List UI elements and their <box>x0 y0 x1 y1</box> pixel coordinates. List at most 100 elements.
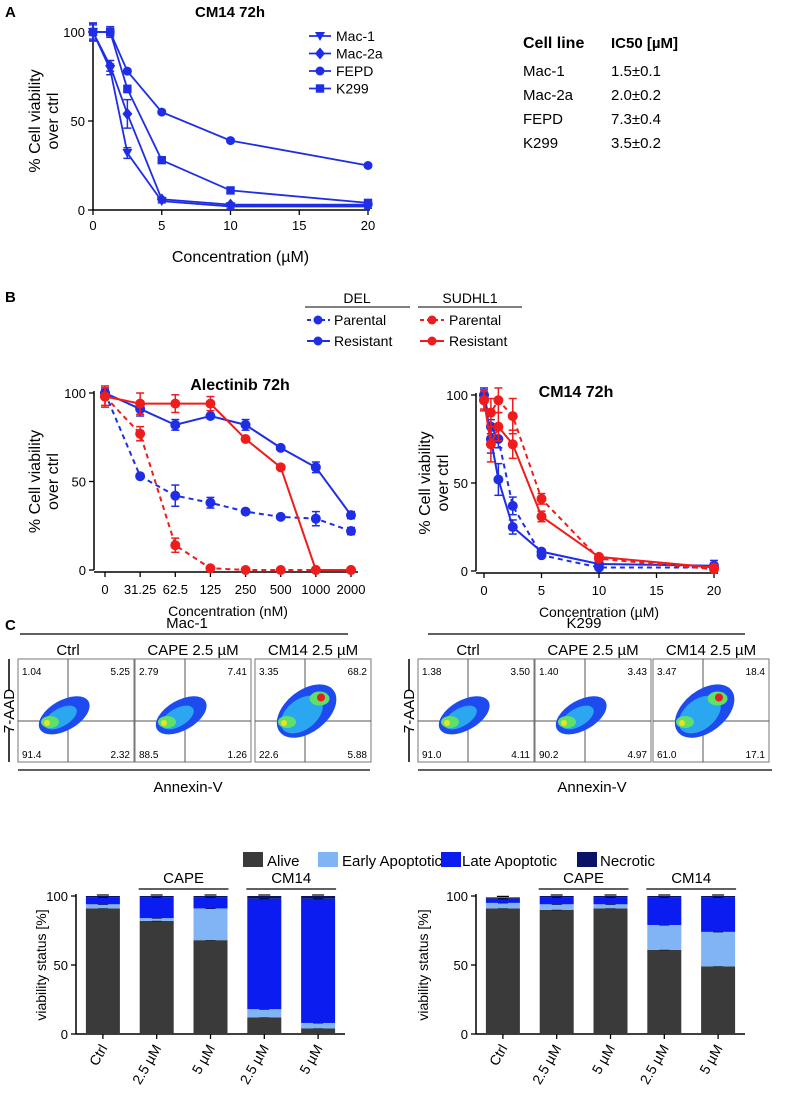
series-line-mac-2a <box>92 31 368 206</box>
flow-condition-label: CM14 2.5 µM <box>268 642 358 659</box>
ic50-row-line: K299 <box>523 135 558 152</box>
ic50-row-value: 1.5±0.1 <box>611 63 661 80</box>
legend-label-late: Late Apoptotic <box>462 853 558 870</box>
data-point-k299 <box>226 186 235 195</box>
quadrant-upper-right: 5.25 <box>111 667 131 678</box>
data-point-del-resistant <box>346 510 356 521</box>
x-tick-label: 20 <box>361 218 375 233</box>
quadrant-lower-left: 91.0 <box>422 750 442 761</box>
quadrant-upper-left: 1.40 <box>539 667 559 678</box>
data-point-del-resistant <box>493 474 504 485</box>
series-line-del-resistant <box>483 394 715 567</box>
x-tick-label: 15 <box>292 218 306 233</box>
flow-cell-line-title: Mac-1 <box>166 615 208 632</box>
bar-segment-early-apoptotic <box>701 931 736 967</box>
flow-density-core <box>44 720 50 726</box>
bar-segment-alive <box>701 966 736 1034</box>
flow-density-core <box>317 693 325 702</box>
data-point-k299 <box>157 155 166 165</box>
x-tick-label: Ctrl <box>486 1042 511 1069</box>
legend-group-del: DEL <box>343 290 370 306</box>
x-tick-label: 62.5 <box>163 582 188 597</box>
ic50-row-value: 2.0±0.2 <box>611 87 661 104</box>
quadrant-lower-left: 22.6 <box>259 750 279 761</box>
y-axis-label: % Cell viabilityover ctrl <box>27 430 62 533</box>
legend-swatch-late <box>441 852 461 867</box>
bar-segment-alive <box>247 1017 282 1034</box>
y-tick-label: 100 <box>64 386 86 401</box>
data-point-sudhl1-resistant <box>346 565 356 575</box>
data-point-del-parental <box>205 497 216 508</box>
data-point-sudhl1-resistant <box>709 562 719 573</box>
y-axis-label: % Cell viabilityover ctrl <box>27 69 62 172</box>
series-line-mac-1 <box>92 31 368 208</box>
legend-del-resistant-marker <box>313 336 323 346</box>
data-point-mac-2a <box>225 198 236 211</box>
data-point-mac-2a <box>156 193 167 206</box>
legend-label-alive: Alive <box>267 853 300 870</box>
chart-title: Alectinib 72h <box>190 377 290 394</box>
chart-b-cm14-72h: 0 50 100 0 5 10 15 20 Concentration (µM) CM14 72h… <box>417 384 721 620</box>
flow-cytometry-plots: Mac-1 Ctrl 1.04 5.25 91.4 2.32 CAPE 2.5 µM 2.79… <box>1 615 772 796</box>
quadrant-lower-left: 88.5 <box>139 750 159 761</box>
series-line-sudhl1-resistant <box>104 395 351 571</box>
bar-segment-necrotic <box>701 896 736 898</box>
bar-segment-necrotic <box>247 896 282 899</box>
bar-segment-necrotic <box>593 896 628 898</box>
data-point-sudhl1-parental <box>485 407 496 418</box>
data-point-del-parental <box>275 511 286 522</box>
flow-density-core <box>281 720 287 726</box>
legend-swatch-alive <box>243 852 263 867</box>
quadrant-upper-left: 3.35 <box>259 667 279 678</box>
bar-segment-necrotic <box>85 896 120 898</box>
y-tick-label: 100 <box>446 388 468 403</box>
data-point-mac-2a <box>122 107 133 120</box>
y-tick-label: 50 <box>454 958 468 973</box>
legend-label: FEPD <box>336 63 373 79</box>
bar-segment-alive <box>193 940 228 1034</box>
x-tick-label: 2.5 µM <box>636 1042 671 1087</box>
y-tick-label: 50 <box>72 475 86 490</box>
data-point-del-resistant <box>240 419 251 430</box>
y-axis-label: viability status [%] <box>415 909 431 1020</box>
legend-swatch-early <box>318 852 338 867</box>
x-tick-label: 10 <box>592 583 606 598</box>
legend-del-parental-label: Parental <box>334 312 386 328</box>
data-point-del-parental <box>240 506 251 517</box>
quadrant-upper-left: 1.04 <box>22 667 42 678</box>
data-point-sudhl1-resistant <box>135 398 146 409</box>
data-point-del-resistant <box>205 411 216 422</box>
treatment-group-label: CM14 <box>271 870 311 887</box>
x-tick-label: 10 <box>223 218 237 233</box>
x-tick-label: 5 µM <box>296 1042 326 1077</box>
quadrant-lower-left: 61.0 <box>657 750 677 761</box>
quadrant-lower-right: 4.97 <box>628 750 648 761</box>
ic50-row-value: 3.5±0.2 <box>611 135 661 152</box>
flow-condition-label: CAPE 2.5 µM <box>147 642 238 659</box>
x-tick-label: 125 <box>200 582 222 597</box>
series-line-sudhl1-parental <box>483 398 715 571</box>
quadrant-lower-right: 1.26 <box>228 750 248 761</box>
data-point-sudhl1-resistant <box>240 434 251 445</box>
data-point-del-resistant <box>536 546 547 557</box>
legend-swatch-necrotic <box>577 852 597 867</box>
series-line-fepd <box>93 31 369 167</box>
data-point-k299 <box>123 84 132 94</box>
panel-label-a: A <box>5 4 16 21</box>
x-tick-label: 2.5 µM <box>129 1042 164 1087</box>
quadrant-lower-right: 4.11 <box>511 750 530 761</box>
bar-segment-alive <box>593 908 628 1034</box>
y-tick-label: 50 <box>54 958 68 973</box>
data-point-sudhl1-parental <box>240 565 251 575</box>
x-axis-label: Concentration (µM) <box>539 604 659 620</box>
data-point-del-parental <box>507 500 518 511</box>
flow-y-axis-label: 7-AAD <box>1 689 18 733</box>
data-point-sudhl1-resistant <box>594 551 604 562</box>
data-point-sudhl1-parental <box>536 493 547 504</box>
y-tick-label: 100 <box>63 25 85 40</box>
bar-segment-necrotic <box>139 896 174 898</box>
data-point-fepd <box>122 66 132 76</box>
x-tick-label: 15 <box>649 583 663 598</box>
flow-x-axis-label: Annexin-V <box>557 779 626 796</box>
x-tick-label: 2000 <box>337 582 366 597</box>
